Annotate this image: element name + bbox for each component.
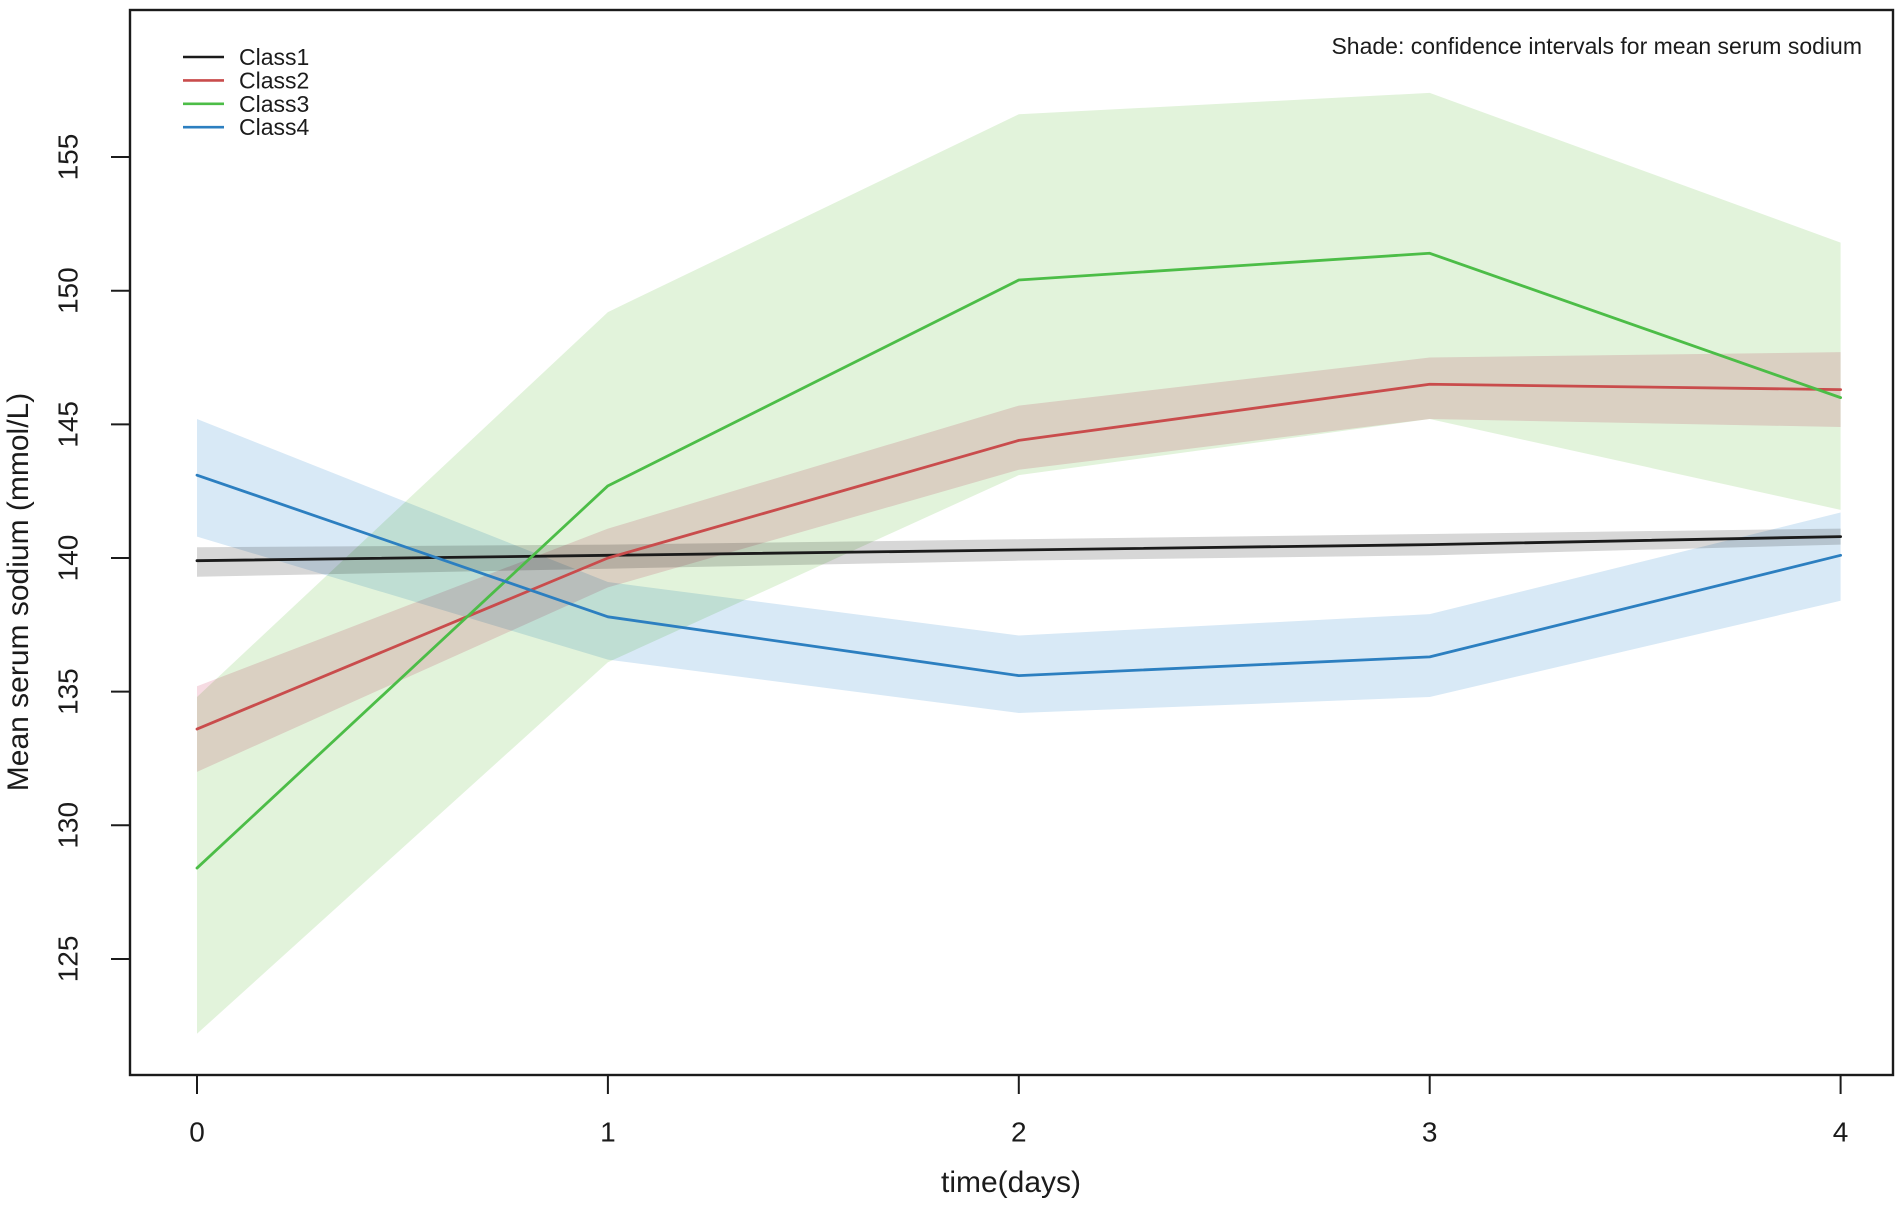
- series-line-Class1: [195, 535, 1842, 563]
- y-tick-label: 130: [53, 802, 84, 849]
- x-tick-label: 2: [1011, 1116, 1027, 1147]
- y-axis-title: Mean serum sodium (mmol/L): [2, 393, 35, 791]
- shade-annotation: Shade: confidence intervals for mean ser…: [1331, 33, 1862, 59]
- x-axis: 0 1 2 3 4: [189, 1075, 1848, 1147]
- ci-band-Class4: [197, 419, 1841, 714]
- legend-item-Class2: Class2: [183, 67, 309, 93]
- legend-label-Class4: Class4: [239, 114, 310, 140]
- x-tick-label: 4: [1833, 1116, 1849, 1147]
- y-tick-label: 150: [53, 267, 84, 314]
- y-tick-label: 155: [53, 134, 84, 181]
- x-axis-title: time(days): [941, 1166, 1081, 1199]
- legend-label-Class2: Class2: [239, 67, 309, 93]
- x-tick-label: 3: [1422, 1116, 1438, 1147]
- y-tick-label: 135: [53, 668, 84, 715]
- x-tick-label: 0: [189, 1116, 205, 1147]
- y-axis: 125 130 135 140 145 150 155: [53, 134, 130, 983]
- y-tick-label: 140: [53, 535, 84, 582]
- y-tick-label: 125: [53, 936, 84, 983]
- ci-bands-layer: [197, 92, 1841, 1034]
- y-tick-label: 145: [53, 401, 84, 448]
- legend-label-Class1: Class1: [239, 44, 309, 70]
- plot-border: [128, 8, 1895, 1077]
- x-tick-label: 1: [600, 1116, 616, 1147]
- series-lines-layer: [195, 251, 1842, 870]
- legend-item-Class4: Class4: [183, 114, 310, 140]
- legend-item-Class3: Class3: [183, 91, 309, 117]
- series-line-Class4: [195, 473, 1842, 678]
- ci-band-Class3: [197, 92, 1841, 1034]
- series-line-Class3: [195, 251, 1842, 870]
- legend-item-Class1: Class1: [183, 44, 309, 70]
- legend-label-Class3: Class3: [239, 91, 309, 117]
